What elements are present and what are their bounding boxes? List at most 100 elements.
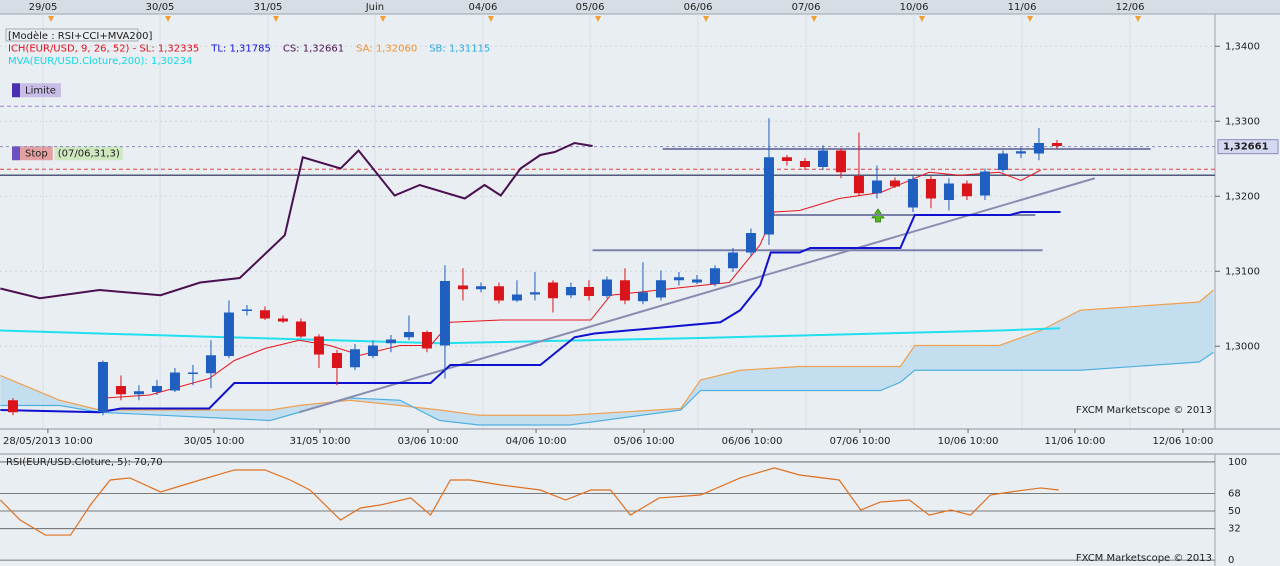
- last-price-label: 1,32661: [1223, 142, 1269, 153]
- candle-body: [979, 171, 990, 196]
- top-date-label: 10/06: [900, 2, 929, 13]
- candle-body: [1051, 143, 1062, 146]
- candle-body: [493, 286, 504, 301]
- candle-body: [583, 287, 594, 296]
- y-tick-label: 68: [1228, 488, 1241, 499]
- candle-body: [853, 176, 864, 194]
- candle-body: [619, 280, 630, 301]
- x-tick-label: 11/06 10:00: [1045, 436, 1106, 447]
- top-date-label: 05/06: [576, 2, 605, 13]
- x-tick-label: 12/06 10:00: [1153, 436, 1214, 447]
- candle-body: [565, 287, 576, 296]
- indicator-line: [104, 169, 1041, 399]
- candle-body: [349, 349, 360, 368]
- date-marker: [595, 16, 602, 22]
- candle-body: [1033, 143, 1044, 154]
- y-tick-label: 0: [1228, 555, 1234, 566]
- x-tick-label: 06/06 10:00: [722, 436, 783, 447]
- y-tick-label: 1,3200: [1225, 191, 1260, 202]
- legend-entry: MVA(EUR/USD.Cloture,200): 1,30234: [8, 56, 192, 67]
- y-tick-label: 32: [1228, 524, 1241, 535]
- order-detail: (07/06,31,3): [58, 148, 120, 159]
- candle-body: [115, 386, 126, 395]
- date-marker: [273, 16, 280, 22]
- candle-body: [709, 268, 720, 284]
- watermark: FXCM Marketscope © 2013: [1076, 553, 1212, 564]
- candle-body: [997, 153, 1008, 170]
- candle-body: [907, 179, 918, 208]
- order-label: Stop: [25, 148, 48, 159]
- candle-body: [889, 180, 900, 187]
- y-tick-label: 1,3400: [1225, 41, 1260, 52]
- candle-body: [1015, 151, 1026, 154]
- indicator-line: [298, 177, 1096, 414]
- legend-frame: [5, 28, 139, 42]
- candle-body: [241, 309, 252, 311]
- top-date-label: 29/05: [29, 2, 58, 13]
- candle-body: [745, 233, 756, 253]
- candle-body: [511, 294, 522, 301]
- x-tick-label: 07/06 10:00: [830, 436, 891, 447]
- top-date-label: 06/06: [684, 2, 713, 13]
- date-marker: [165, 16, 172, 22]
- candle-body: [691, 279, 702, 283]
- y-tick-label: 1,3000: [1225, 341, 1260, 352]
- candle-body: [331, 353, 342, 368]
- candle-body: [187, 372, 198, 374]
- candle-body: [817, 150, 828, 167]
- candle-body: [439, 281, 450, 346]
- x-tick-label: 04/06 10:00: [506, 436, 567, 447]
- y-tick-label: 100: [1228, 457, 1247, 468]
- candle-body: [547, 282, 558, 299]
- candle-body: [781, 157, 792, 161]
- candle-body: [655, 280, 666, 298]
- order-swatch: [12, 146, 20, 161]
- legend-entry: ICH(EUR/USD, 9, 26, 52) - SL: 1,32335: [8, 44, 199, 55]
- date-marker: [1027, 16, 1034, 22]
- candle-body: [943, 183, 954, 200]
- x-tick-label: 30/05 10:00: [184, 436, 245, 447]
- candle-body: [205, 355, 216, 374]
- candle-body: [367, 345, 378, 356]
- candle-body: [457, 285, 468, 290]
- date-marker: [48, 16, 55, 22]
- watermark: FXCM Marketscope © 2013: [1076, 405, 1212, 416]
- order-label-box: [20, 146, 53, 161]
- candle-body: [961, 183, 972, 197]
- top-date-label: 11/06: [1008, 2, 1037, 13]
- candle-body: [277, 318, 288, 322]
- legend-entry: CS: 1,32661: [283, 44, 344, 55]
- legend-row: [Modèle : RSI+CCI+MVA200]: [8, 30, 152, 42]
- y-tick-label: 50: [1228, 506, 1241, 517]
- x-tick-label: 03/06 10:00: [398, 436, 459, 447]
- top-date-strip: [0, 0, 1280, 14]
- order-label-box: [20, 83, 61, 98]
- indicator-line: [0, 211, 1061, 414]
- legend-entry: SA: 1,32060: [356, 44, 417, 55]
- candle-body: [871, 180, 882, 194]
- candle-body: [475, 286, 486, 290]
- candle-body: [727, 252, 738, 269]
- candle-body: [529, 292, 540, 295]
- x-tick-label: 28/05/2013 10:00: [3, 436, 93, 447]
- order-label: Limite: [25, 85, 56, 96]
- date-marker: [703, 16, 710, 22]
- y-tick-label: 1,3100: [1225, 266, 1260, 277]
- legend-row: ICH(EUR/USD, 9, 26, 52) - SL: 1,32335 TL:…: [8, 44, 490, 55]
- x-tick-label: 10/06 10:00: [938, 436, 999, 447]
- y-tick-label: 1,3300: [1225, 116, 1260, 127]
- candle-body: [313, 336, 324, 355]
- rsi-title: RSI(EUR/USD.Cloture, 5): 70,70: [6, 457, 163, 468]
- candle-body: [385, 339, 396, 344]
- candle-body: [295, 321, 306, 337]
- top-date-label: 12/06: [1116, 2, 1145, 13]
- legend-entry: TL: 1,31785: [210, 44, 271, 55]
- candle-body: [835, 150, 846, 173]
- top-date-label: Juin: [365, 2, 384, 13]
- candle-body: [97, 362, 108, 413]
- candle-body: [601, 279, 612, 296]
- date-marker: [487, 16, 494, 22]
